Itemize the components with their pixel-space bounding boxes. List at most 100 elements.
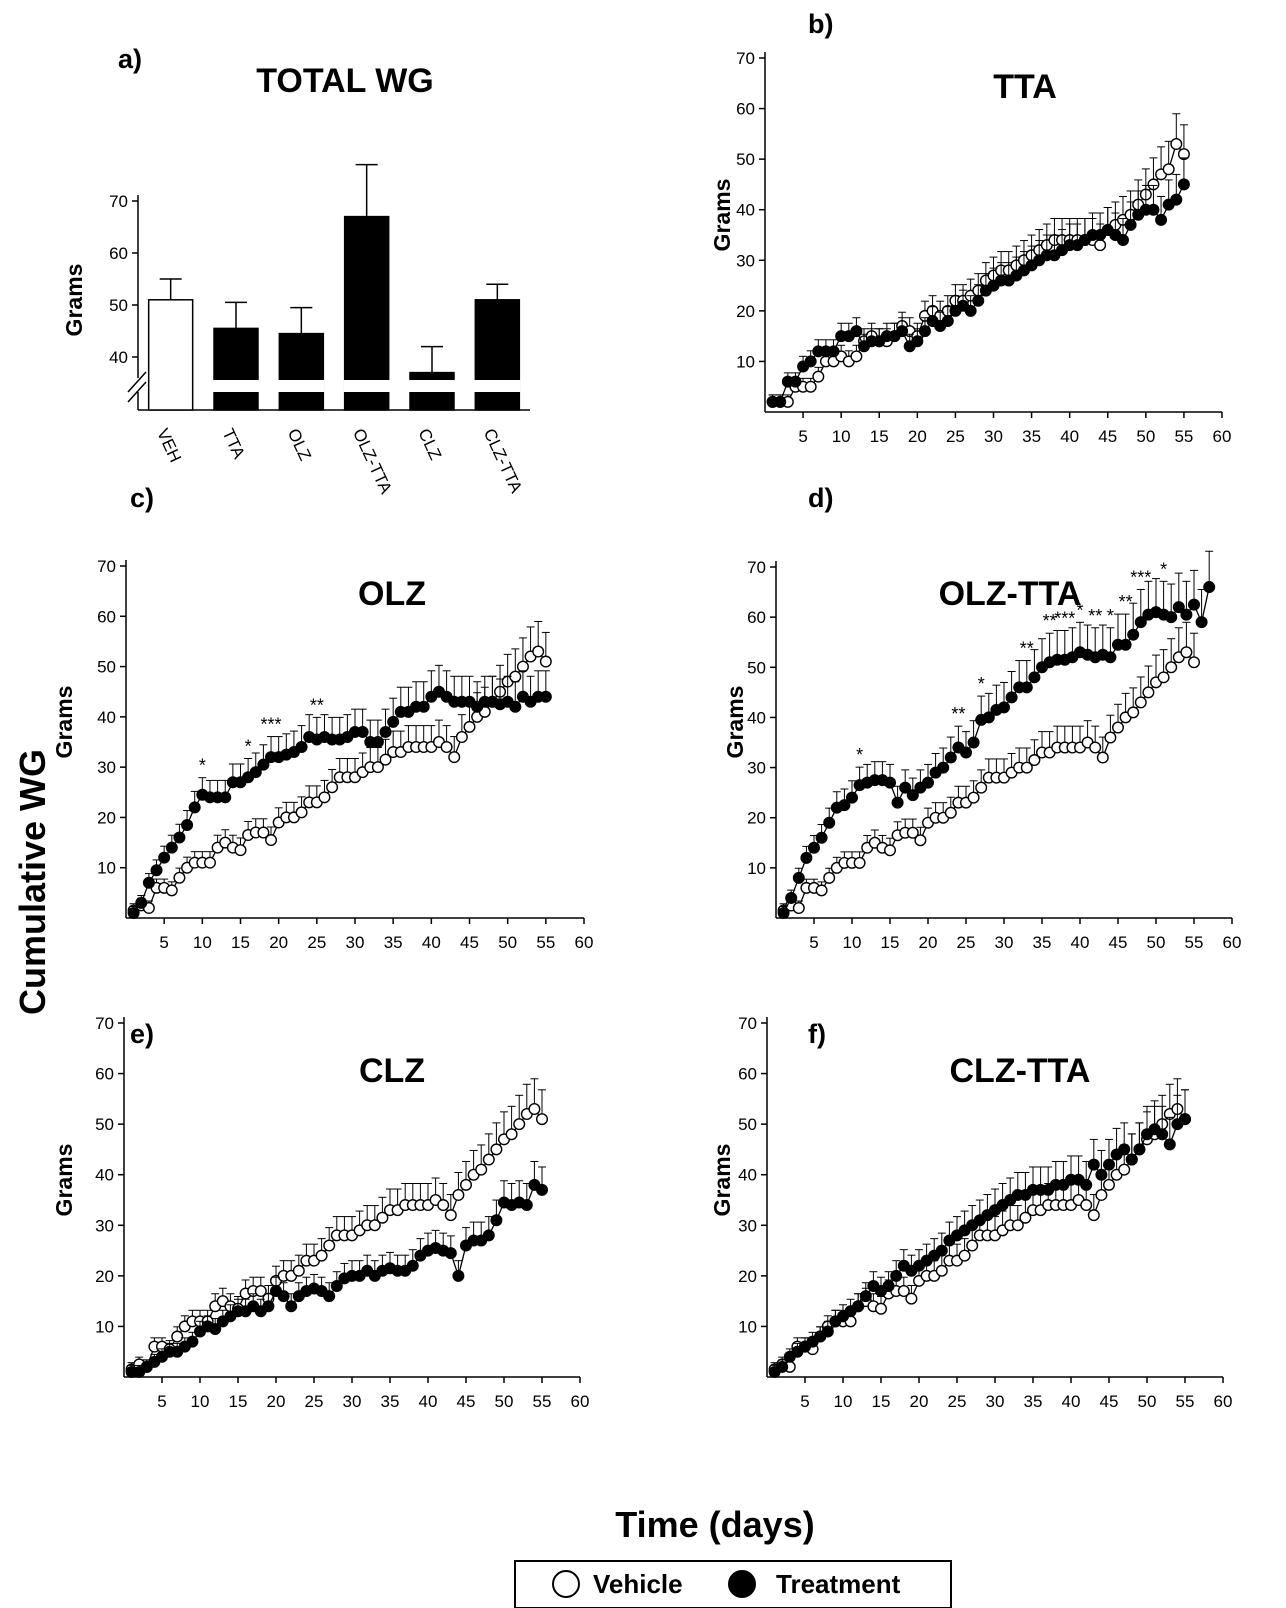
panel-f-line-chart: 10 20 30 40 50 60 70 5 10 15 20 25 30 35 40 45 50 55 60	[738, 1014, 1232, 1411]
panel-d-vehicle-point	[1028, 754, 1041, 767]
panel-d-treatment-point	[1187, 598, 1200, 611]
panel-d-x-tick-label: 30	[995, 933, 1014, 952]
panel-c-ylabel: Grams	[51, 686, 77, 759]
panel-f-vehicle-point	[1102, 1178, 1115, 1191]
panel-f-x-tick-label: 45	[1100, 1392, 1119, 1411]
panel-b-treatment-point	[1116, 234, 1129, 247]
panel-e-y-tick-label: 70	[95, 1014, 114, 1033]
panel-f-y-tick-label: 20	[738, 1267, 757, 1286]
panel-c-vehicle-point	[318, 791, 331, 804]
panel-d-treatment-point	[1005, 691, 1018, 704]
panel-d-treatment-point	[937, 761, 950, 774]
panel-c-treatment-point	[135, 896, 148, 909]
panel-d-significance-mark: *	[856, 745, 863, 765]
panel-c-treatment-point	[509, 700, 522, 713]
panel-f-vehicle-point	[935, 1264, 948, 1277]
panel-c-vehicle-point	[371, 761, 384, 774]
panel-f-treatment-point	[1133, 1143, 1146, 1156]
panel-f-treatment-point	[776, 1360, 789, 1373]
panel-c-vehicle-point	[463, 720, 476, 733]
panel-e-x-tick-label: 50	[495, 1392, 514, 1411]
panel-b-treatment-point	[896, 325, 909, 338]
panel-f-vehicle-point	[1118, 1163, 1131, 1176]
panel-e-treatment-point	[452, 1269, 465, 1282]
panel-b-y-tick-label: 10	[736, 352, 755, 371]
panel-d-treatment-point	[922, 776, 935, 789]
panel-c-vehicle-point	[165, 884, 178, 897]
panel-d-significance-mark: **	[951, 704, 965, 724]
panel-d-y-tick-label: 70	[747, 558, 766, 577]
panel-d-x-tick-label: 50	[1147, 933, 1166, 952]
panel-e-treatment-point	[209, 1322, 222, 1335]
panel-b-ylabel: Grams	[709, 179, 735, 252]
panel-e-vehicle-point	[505, 1128, 518, 1141]
panel-c-y-tick-label: 40	[97, 708, 116, 727]
panel-e-vehicle-point	[490, 1143, 503, 1156]
panel-e-x-tick-label: 10	[191, 1392, 210, 1411]
panel-e-vehicle-point	[437, 1199, 450, 1212]
panel-c-treatment-point	[295, 741, 308, 754]
panel-c-significance-mark: ***	[261, 715, 282, 735]
panel-a-letter: a)	[118, 44, 142, 74]
panel-d-y-tick-label: 50	[747, 658, 766, 677]
panel-d-vehicle-point	[823, 871, 836, 884]
panel-c-vehicle-point	[173, 871, 186, 884]
panel-c-treatment-point	[188, 801, 201, 814]
panel-d-treatment-point	[967, 736, 980, 749]
panel-f-vehicle-point	[1019, 1211, 1032, 1224]
panel-b-treatment-point	[972, 294, 985, 307]
panel-b-x-tick-label: 5	[798, 427, 807, 446]
panel-b-y-tick-label: 70	[736, 49, 755, 68]
panel-e-treatment-point	[520, 1199, 533, 1212]
panel-c-significance-mark: *	[245, 736, 252, 756]
panel-e-vehicle-point	[452, 1188, 465, 1201]
panel-c-vehicle-point	[532, 645, 545, 658]
panel-c-y-tick-label: 20	[97, 808, 116, 827]
panel-e-vehicle-point	[460, 1178, 473, 1191]
panel-b-vehicle-point	[804, 380, 817, 393]
panel-b-treatment-point	[911, 335, 924, 348]
panel-a-bar	[343, 215, 390, 411]
panel-d-treatment-point	[823, 816, 836, 829]
panel-b-labels: b) TTA	[808, 9, 1057, 106]
panel-f-treatment-point	[1118, 1143, 1131, 1156]
panel-e-vehicle-point	[368, 1219, 381, 1232]
panel-c-treatment-point	[150, 864, 163, 877]
panel-c-treatment-point	[539, 690, 552, 703]
panel-d-y-tick-label: 10	[747, 859, 766, 878]
panel-f-treatment-line	[774, 1118, 1186, 1373]
panel-b-x-tick-label: 40	[1060, 427, 1079, 446]
panel-a-bar	[147, 299, 194, 411]
panel-e-treatment-point	[277, 1290, 290, 1303]
panel-c-title: OLZ	[358, 575, 426, 613]
panel-d-significance-mark: **	[1088, 606, 1102, 626]
panel-c-treatment-point	[181, 818, 194, 831]
panel-f-treatment-point	[882, 1279, 895, 1292]
panel-d-vehicle-point	[1157, 671, 1170, 684]
panel-d-vehicle-point	[1134, 696, 1147, 709]
panel-d-treatment-point	[800, 851, 813, 864]
panel-c-treatment-point	[417, 700, 430, 713]
panel-d-x-tick-label: 25	[957, 933, 976, 952]
panel-b-x-tick-label: 60	[1213, 427, 1232, 446]
panel-e-x-tick-label: 15	[229, 1392, 248, 1411]
panel-c-y-tick-label: 10	[97, 859, 116, 878]
panel-a-y-tick-label: 60	[109, 244, 128, 263]
panel-d-treatment-point	[846, 791, 859, 804]
panel-b-vehicle-point	[812, 370, 825, 383]
panel-d-treatment-point	[1195, 616, 1208, 629]
panel-a-y-tick-label: 70	[109, 192, 128, 211]
panel-f-vehicle-point	[897, 1285, 910, 1298]
panel-c-x-tick-label: 25	[307, 933, 326, 952]
panel-d-vehicle-point	[1111, 721, 1124, 734]
panel-e-letter: e)	[130, 1019, 154, 1049]
panel-c-y-tick-label: 70	[97, 557, 116, 576]
panel-e-x-tick-label: 20	[267, 1392, 286, 1411]
panel-f-y-tick-label: 30	[738, 1216, 757, 1235]
panel-e-title: CLZ	[359, 1052, 425, 1090]
panel-d-vehicle-point	[792, 901, 805, 914]
panel-d-treatment-point	[1028, 671, 1041, 684]
